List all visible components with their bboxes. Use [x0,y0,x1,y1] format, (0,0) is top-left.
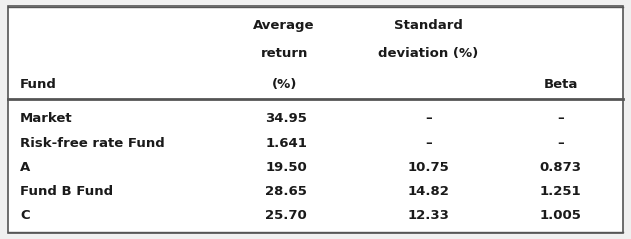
Text: Fund: Fund [20,78,57,91]
Text: –: – [557,136,564,150]
Text: Standard: Standard [394,18,463,32]
Text: return: return [261,47,308,60]
Text: deviation (%): deviation (%) [379,47,479,60]
Text: 34.95: 34.95 [265,112,307,125]
Text: 19.50: 19.50 [265,161,307,174]
Text: –: – [425,136,432,150]
Text: (%): (%) [271,78,297,91]
Text: 28.65: 28.65 [265,185,307,198]
Text: A: A [20,161,30,174]
Text: 14.82: 14.82 [408,185,449,198]
Text: 10.75: 10.75 [408,161,449,174]
Text: Risk-free rate Fund: Risk-free rate Fund [20,136,165,150]
Text: Average: Average [253,18,315,32]
Text: 1.641: 1.641 [265,136,307,150]
Text: Fund B Fund: Fund B Fund [20,185,114,198]
Text: 25.70: 25.70 [265,210,307,223]
Text: 0.873: 0.873 [540,161,582,174]
Text: 1.005: 1.005 [540,210,581,223]
Text: Beta: Beta [543,78,578,91]
Text: –: – [557,112,564,125]
Text: 12.33: 12.33 [408,210,449,223]
Text: C: C [20,210,30,223]
Text: Market: Market [20,112,73,125]
Text: 1.251: 1.251 [540,185,581,198]
Text: –: – [425,112,432,125]
FancyBboxPatch shape [8,6,623,233]
